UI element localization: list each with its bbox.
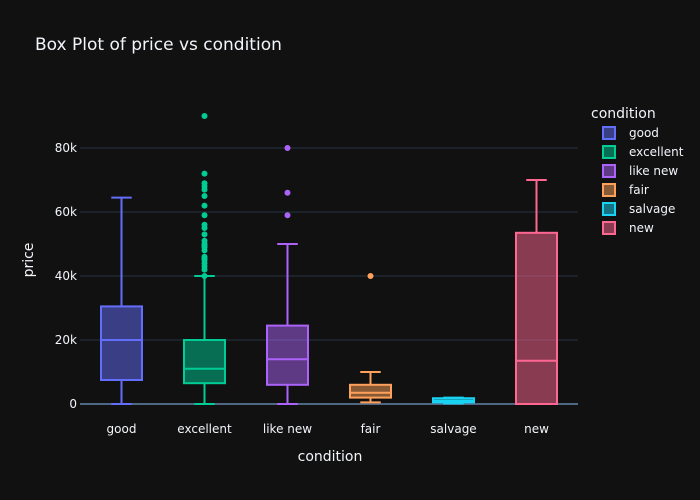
outlier-point: [367, 273, 374, 279]
legend-swatch: [602, 164, 616, 178]
outlier-point: [201, 193, 208, 199]
legend-swatch: [602, 183, 616, 197]
outlier-point: [201, 266, 208, 273]
outlier-point: [201, 247, 208, 254]
chart-title: Box Plot of price vs condition: [35, 35, 282, 55]
box-like-new: [266, 145, 309, 405]
iqr-box: [266, 324, 309, 386]
iqr-box: [349, 383, 392, 399]
outlier-point: [284, 189, 291, 196]
y-tick-label: 20k: [55, 333, 77, 347]
legend-item-label: like new: [629, 164, 678, 178]
x-tick-label: salvage: [430, 422, 476, 436]
outlier-point: [201, 170, 208, 177]
outlier-point: [284, 212, 291, 219]
legend-swatch: [602, 202, 616, 216]
y-axis-ticks: 0 20k 40k 60k 80k: [55, 141, 77, 411]
outlier-point: [201, 113, 208, 119]
box-fair: [349, 273, 392, 404]
legend-swatch: [602, 221, 616, 235]
outlier-point: [284, 145, 291, 151]
outlier-point: [201, 202, 208, 209]
y-tick-label: 0: [69, 397, 77, 411]
outlier-point: [201, 225, 208, 231]
outlier-point: [201, 186, 208, 193]
boxes: [100, 113, 558, 405]
legend-swatch: [602, 126, 616, 140]
legend-title: condition: [591, 106, 656, 122]
outlier-point: [201, 231, 208, 238]
x-tick-label: fair: [361, 422, 381, 436]
x-tick-label: good: [107, 422, 137, 436]
legend-item-label: fair: [629, 183, 649, 197]
legend-item-label: new: [629, 221, 654, 235]
iqr-box: [183, 339, 226, 385]
y-tick-label: 80k: [55, 141, 77, 155]
box-excellent: [183, 113, 226, 405]
y-tick-label: 40k: [55, 269, 77, 283]
legend-swatch: [602, 145, 616, 159]
box-good: [100, 196, 143, 405]
y-axis-title: price: [21, 243, 37, 278]
outlier-point: [201, 212, 208, 219]
x-tick-label: like new: [263, 422, 312, 436]
iqr-box: [100, 305, 143, 381]
legend: condition good excellent like new fair salva…: [591, 106, 684, 235]
x-axis-title: condition: [298, 449, 363, 465]
x-tick-label: new: [524, 422, 549, 436]
x-tick-label: excellent: [177, 422, 232, 436]
y-tick-label: 60k: [55, 205, 77, 219]
box-new: [515, 179, 558, 405]
gridlines: [80, 147, 578, 405]
x-axis-ticks: good excellent like new fair salvage new: [107, 422, 550, 436]
outlier-point: [201, 273, 208, 279]
iqr-box: [515, 231, 558, 405]
legend-item-label: excellent: [629, 145, 684, 159]
box-salvage: [432, 396, 475, 405]
legend-item-label: good: [629, 126, 659, 140]
legend-item-label: salvage: [629, 202, 675, 216]
